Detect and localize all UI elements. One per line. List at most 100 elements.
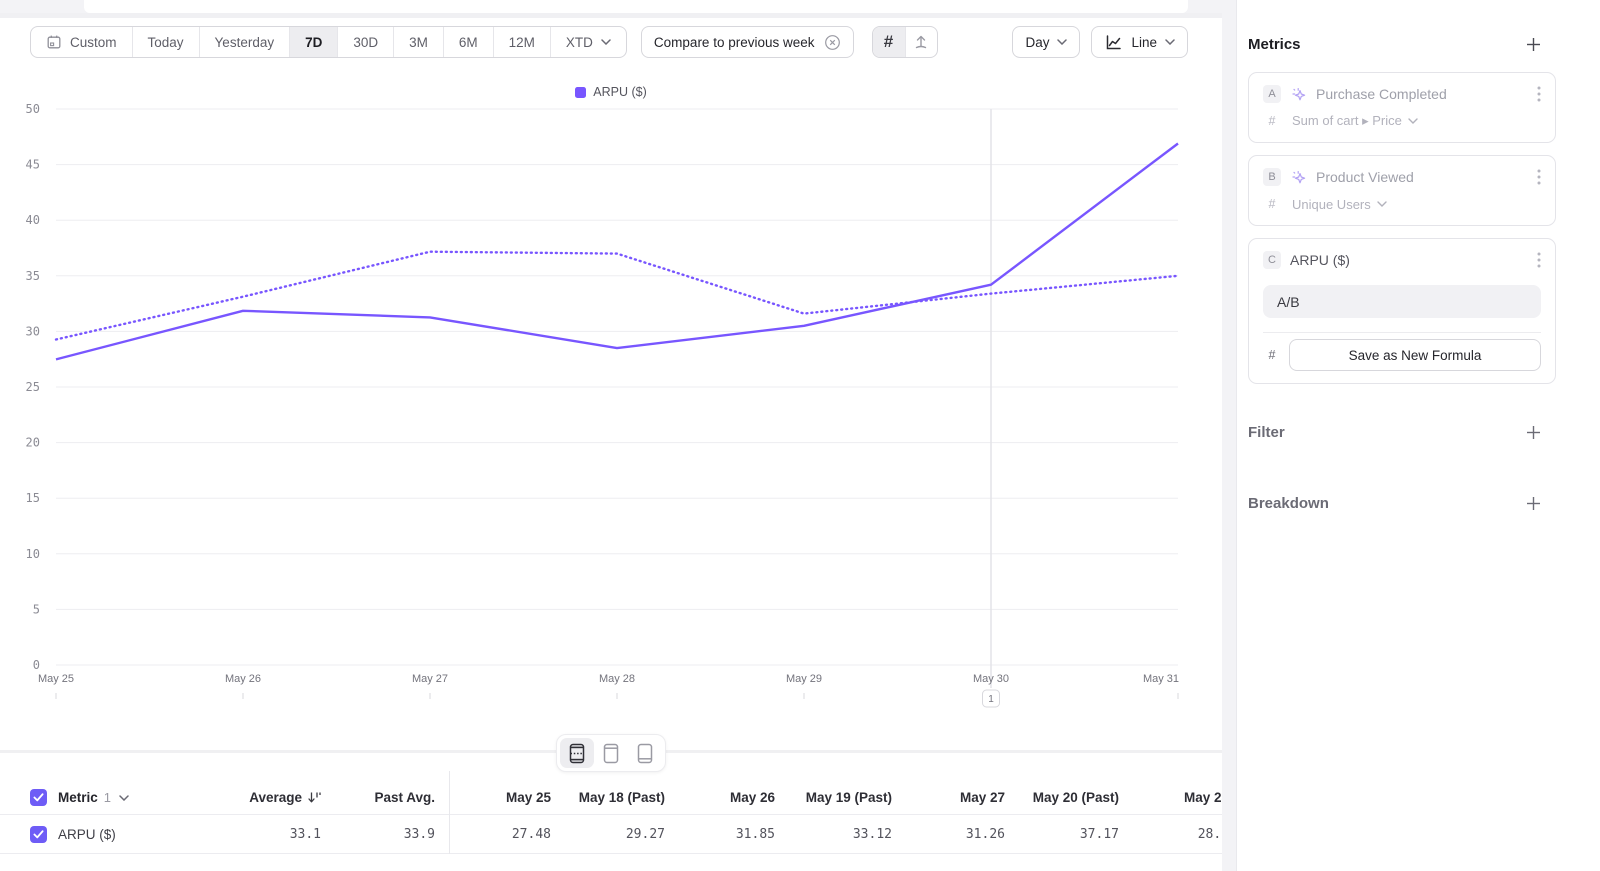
query-builder-sidebar: Metrics A Purchase Completed # Sum of ca… (1236, 0, 1600, 871)
metric-count: 1 (103, 790, 111, 805)
metric-a-title-row: A Purchase Completed (1263, 83, 1541, 105)
average-label: Average (249, 790, 302, 805)
date-range-yesterday[interactable]: Yesterday (198, 27, 290, 57)
hash-icon: # (883, 32, 894, 51)
svg-text:50: 50 (26, 102, 40, 116)
metric-c-name: ARPU ($) (1290, 252, 1350, 268)
arpu-chart[interactable]: 0 5 10 15 20 25 30 35 40 45 50 May 25 May 26 May 27 Ma… (0, 100, 1222, 750)
chart-type-value: Line (1131, 34, 1157, 50)
column-header-may19-past[interactable]: May 19 (Past) (805, 790, 892, 805)
column-header-may27[interactable]: May 27 (959, 790, 1005, 805)
column-header-may18-past[interactable]: May 18 (Past) (578, 790, 665, 805)
metric-card-b[interactable]: B Product Viewed # Unique Users (1248, 155, 1556, 226)
column-header-average[interactable]: Average (230, 790, 321, 805)
row-checkbox[interactable] (30, 825, 47, 843)
panel-gutter (1222, 0, 1236, 871)
metric-row-cell: ARPU ($) (0, 825, 230, 843)
show-values-toggle[interactable]: # (872, 27, 905, 57)
table-column-divider (449, 771, 450, 854)
date-range-30d[interactable]: 30D (337, 27, 393, 57)
chevron-down-icon (1165, 39, 1175, 45)
cell-may19-past: 33.12 (852, 826, 892, 842)
column-header-may26[interactable]: May 26 (729, 790, 775, 805)
date-range-custom-label: Custom (70, 34, 117, 50)
date-range-xtd[interactable]: XTD (549, 27, 626, 57)
event-sparkle-icon (1290, 169, 1307, 186)
annotations-toggle[interactable] (904, 27, 937, 57)
layout-table-only-button[interactable] (628, 738, 662, 768)
layout-split-view-button[interactable] (560, 738, 594, 768)
metric-b-aggregation[interactable]: # Unique Users (1263, 195, 1541, 213)
metric-a-aggregation[interactable]: # Sum of cart ▸ Price (1263, 112, 1541, 130)
add-filter-button[interactable] (1526, 425, 1541, 440)
number-type-icon: # (1268, 197, 1276, 211)
date-range-30d-label: 30D (353, 34, 379, 50)
formula-input[interactable]: A/B (1263, 285, 1541, 318)
number-type-icon: # (1268, 348, 1276, 362)
column-header-past-avg[interactable]: Past Avg. (374, 790, 435, 805)
flag-pole-icon (912, 33, 930, 51)
table-row: ARPU ($) 33.1 33.9 27.48 29.27 31.85 33.… (0, 815, 1222, 854)
top-card-bottom-edge (84, 0, 1188, 13)
chevron-down-icon (601, 39, 611, 45)
date-range-today[interactable]: Today (131, 27, 199, 57)
svg-text:May 27: May 27 (412, 673, 448, 685)
save-as-new-formula-button[interactable]: Save as New Formula (1289, 339, 1541, 371)
compare-chip[interactable]: Compare to previous week (640, 26, 854, 58)
layout-chart-only-button[interactable] (594, 738, 628, 768)
date-range-7d[interactable]: 7D (289, 27, 338, 57)
metric-b-name: Product Viewed (1316, 169, 1414, 185)
cell-may28: 28.5 (1197, 826, 1222, 842)
chart-display-toggles: # (871, 26, 938, 58)
metric-c-actions-row: # Save as New Formula (1263, 339, 1541, 371)
svg-text:15: 15 (26, 491, 40, 505)
svg-text:25: 25 (26, 380, 40, 394)
sort-icon (308, 791, 321, 804)
svg-text:May 31: May 31 (1143, 673, 1179, 685)
metric-a-name: Purchase Completed (1316, 86, 1447, 102)
metric-b-menu-icon[interactable] (1537, 169, 1541, 185)
date-range-custom[interactable]: Custom (31, 27, 132, 57)
remove-compare-icon[interactable] (824, 34, 841, 51)
filter-section-header: Filter (1248, 422, 1541, 442)
date-range-12m-label: 12M (508, 34, 535, 50)
metric-header-cell: Metric 1 (0, 789, 230, 806)
aggregation-text: Sum of cart ▸ Price (1292, 113, 1402, 128)
chevron-down-icon (1057, 39, 1068, 45)
chevron-down-icon[interactable] (119, 794, 129, 801)
layout-toggle-group (556, 734, 666, 772)
chart-type-dropdown[interactable]: Line (1091, 26, 1188, 58)
svg-text:20: 20 (26, 436, 40, 450)
svg-text:10: 10 (26, 547, 40, 561)
granularity-value: Day (1025, 34, 1050, 50)
compare-chip-label: Compare to previous week (653, 34, 815, 50)
breakdown-title: Breakdown (1248, 494, 1329, 512)
date-range-3m[interactable]: 3M (393, 27, 443, 57)
metric-letter-badge: C (1263, 251, 1281, 269)
metric-column-label: Metric (58, 790, 98, 805)
metric-c-menu-icon[interactable] (1537, 252, 1541, 268)
svg-text:5: 5 (33, 602, 40, 616)
chart-legend: ARPU ($) (0, 84, 1222, 100)
breakdown-section-header: Breakdown (1248, 493, 1541, 513)
column-header-may25[interactable]: May 25 (505, 790, 551, 805)
date-range-12m[interactable]: 12M (492, 27, 550, 57)
metric-b-aggregation-label: Unique Users (1292, 197, 1387, 212)
select-all-checkbox[interactable] (30, 789, 47, 806)
metric-card-c[interactable]: C ARPU ($) A/B # Save as New Formula (1248, 238, 1556, 384)
add-breakdown-button[interactable] (1526, 496, 1541, 511)
date-range-6m[interactable]: 6M (442, 27, 493, 57)
granularity-dropdown[interactable]: Day (1012, 26, 1081, 58)
svg-text:45: 45 (26, 158, 40, 172)
report-main-panel: Custom Today Yesterday 7D 30D 3M 6M 12M … (0, 0, 1222, 854)
column-header-may20-past[interactable]: May 20 (Past) (1032, 790, 1119, 805)
metric-a-menu-icon[interactable] (1537, 86, 1541, 102)
date-range-6m-label: 6M (458, 34, 478, 50)
column-header-may28[interactable]: May 28 (1183, 790, 1222, 805)
svg-text:May 25: May 25 (38, 673, 74, 685)
svg-text:30: 30 (26, 324, 40, 338)
row-metric-name: ARPU ($) (58, 826, 116, 842)
add-metric-button[interactable] (1526, 37, 1541, 52)
metric-card-a[interactable]: A Purchase Completed # Sum of cart ▸ Pri… (1248, 72, 1556, 143)
calendar-icon (46, 34, 62, 50)
